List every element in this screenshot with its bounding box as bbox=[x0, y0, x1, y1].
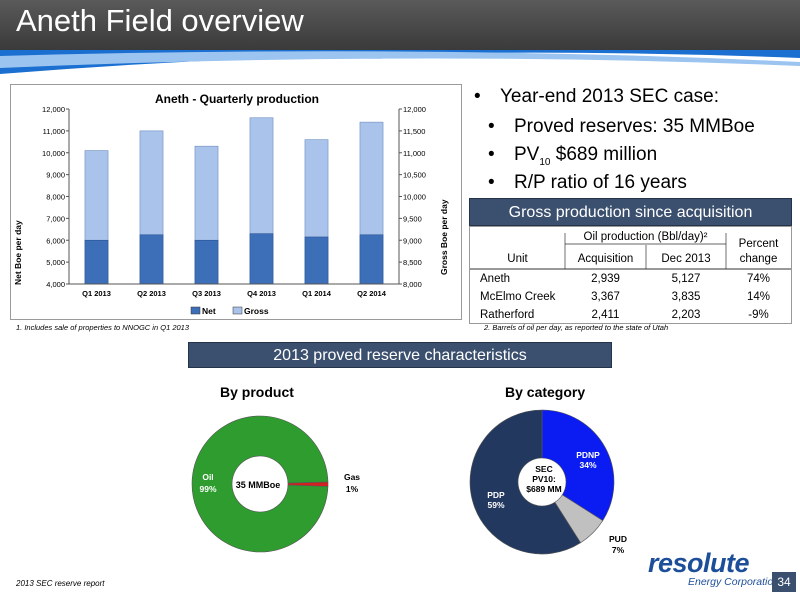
table-row-pct: 74% bbox=[746, 273, 771, 285]
y-tick-label: 11,000 bbox=[43, 127, 65, 136]
table-col-unit: Unit bbox=[507, 253, 528, 265]
y2-tick-label: 10,500 bbox=[403, 171, 426, 180]
bullet-dot: • bbox=[488, 172, 495, 193]
y2-tick-label: 12,000 bbox=[403, 105, 426, 114]
table-col-acquisition: Acquisition bbox=[577, 253, 634, 265]
y-tick-label: 6,000 bbox=[46, 236, 65, 245]
x-tick-label: Q1 2013 bbox=[82, 289, 111, 298]
y-tick-label: 7,000 bbox=[46, 214, 65, 223]
y2-tick-label: 9,500 bbox=[403, 214, 422, 223]
bar-net bbox=[139, 234, 164, 285]
table-row-pct: -9% bbox=[748, 309, 769, 321]
pie-slice-pct-pud: 7% bbox=[612, 545, 625, 555]
pie-slice-label-pdp: PDP bbox=[487, 490, 505, 500]
gross-production-header: Gross production since acquisition bbox=[469, 198, 792, 226]
footnote-1: 1. Includes sale of properties to NNOGC … bbox=[16, 323, 190, 332]
bar-net bbox=[359, 234, 384, 285]
pie-slice-pct-pdp: 59% bbox=[487, 500, 504, 510]
quarterly-production-chart: Aneth - Quarterly production Net Boe per… bbox=[10, 84, 462, 320]
company-logo: resolute bbox=[648, 548, 750, 578]
y2-tick-label: 11,500 bbox=[403, 127, 425, 136]
y-axis-label: Net Boe per day bbox=[13, 220, 23, 285]
y2-tick-label: 11,000 bbox=[403, 149, 425, 158]
pie-slice-gas bbox=[287, 481, 329, 487]
table-col-pct-1: Percent bbox=[738, 238, 779, 250]
pie-center-label-1: SEC bbox=[535, 464, 552, 474]
table-row-unit: McElmo Creek bbox=[480, 291, 556, 303]
bullet-dot: • bbox=[488, 116, 495, 137]
x-tick-label: Q2 2013 bbox=[137, 289, 166, 298]
legend-swatch-net bbox=[190, 306, 201, 315]
bar-net bbox=[304, 236, 329, 285]
pie-slice-oil bbox=[191, 415, 329, 553]
gross-production-table: Oil production (Bbl/day)² Percent change… bbox=[469, 226, 792, 324]
x-tick-label: Q4 2013 bbox=[247, 289, 276, 298]
bullet-dot: • bbox=[488, 144, 495, 165]
bar-net bbox=[84, 239, 109, 285]
table-row-unit: Aneth bbox=[480, 273, 511, 285]
y2-tick-label: 10,000 bbox=[403, 193, 426, 202]
table-row-dec: 2,203 bbox=[671, 309, 701, 321]
y-tick-label: 10,000 bbox=[42, 149, 65, 158]
y-tick-label: 5,000 bbox=[46, 258, 65, 267]
bar-chart-svg: Aneth - Quarterly production Net Boe per… bbox=[13, 92, 449, 316]
slide-title: Aneth Field overview bbox=[16, 3, 304, 38]
x-tick-label: Q2 2014 bbox=[357, 289, 387, 298]
pie-slice-pct-pdnp: 34% bbox=[579, 460, 596, 470]
chart-title: Aneth - Quarterly production bbox=[155, 92, 319, 106]
footnote-2: 2. Barrels of oil per day, as reported t… bbox=[484, 323, 669, 332]
legend-label-net: Net bbox=[202, 306, 216, 316]
y-tick-label: 4,000 bbox=[46, 280, 65, 289]
y2-axis-label: Gross Boe per day bbox=[439, 199, 449, 275]
x-tick-label: Q1 2014 bbox=[302, 289, 332, 298]
pie-center-label-3: $689 MM bbox=[526, 484, 561, 494]
pie-title-by-category: By category bbox=[505, 384, 586, 400]
legend-label-gross: Gross bbox=[244, 306, 269, 316]
y2-tick-label: 8,000 bbox=[403, 280, 422, 289]
reserve-characteristics-header: 2013 proved reserve characteristics bbox=[188, 342, 612, 368]
pie-slice-label-oil: Oil bbox=[202, 472, 213, 482]
pie-slice-pdnp bbox=[541, 409, 615, 521]
title-swoosh bbox=[0, 50, 800, 74]
y-tick-label: 12,000 bbox=[42, 105, 65, 114]
y2-tick-label: 9,000 bbox=[403, 236, 422, 245]
page-number: 34 bbox=[772, 572, 796, 592]
pie-slice-label-pdnp: PDNP bbox=[576, 450, 600, 460]
bar-net bbox=[249, 233, 274, 285]
table-row-dec: 3,835 bbox=[671, 291, 701, 303]
title-bar bbox=[0, 0, 800, 50]
bar-net bbox=[194, 239, 219, 285]
table-row-acq: 2,411 bbox=[591, 309, 620, 321]
table-group-header: Oil production (Bbl/day)² bbox=[583, 231, 708, 243]
table-col-pct-2: change bbox=[739, 253, 778, 265]
y-tick-label: 9,000 bbox=[46, 171, 65, 180]
table-row-pct: 14% bbox=[746, 291, 771, 303]
x-tick-label: Q3 2013 bbox=[192, 289, 221, 298]
y-tick-label: 8,000 bbox=[46, 193, 65, 202]
y2-tick-label: 8,500 bbox=[403, 258, 422, 267]
pie-slice-pdp bbox=[469, 409, 581, 555]
pie-chart-by-category: SEC PV10: $689 MM PDNP 34% PUD 7% PDP 59… bbox=[469, 409, 627, 555]
pie-slice-pct-oil: 99% bbox=[199, 484, 216, 494]
pie-title-by-product: By product bbox=[220, 384, 294, 400]
pie-slice-label-pud: PUD bbox=[609, 534, 627, 544]
table-col-dec-2013: Dec 2013 bbox=[661, 253, 711, 265]
source-note: 2013 SEC reserve report bbox=[16, 579, 105, 588]
table-row-acq: 2,939 bbox=[591, 273, 620, 285]
table-row-unit: Ratherford bbox=[480, 309, 535, 321]
pie-slice-pct-gas: 1% bbox=[346, 484, 359, 494]
pie-center-label-2: PV10: bbox=[532, 474, 556, 484]
table-row-acq: 3,367 bbox=[591, 291, 620, 303]
company-logo-subtitle: Energy Corporation bbox=[688, 576, 780, 588]
legend-swatch-gross bbox=[232, 306, 243, 315]
pie-chart-by-product: 35 MMBoe Oil 99% Gas 1% bbox=[191, 415, 360, 553]
table-rules bbox=[470, 233, 791, 270]
bullet-dot: • bbox=[474, 86, 481, 107]
pie-slice-label-gas: Gas bbox=[344, 472, 360, 482]
pie-center-label: 35 MMBoe bbox=[236, 480, 281, 490]
table-row-dec: 5,127 bbox=[671, 273, 701, 285]
chart-legend: Net Gross bbox=[190, 306, 269, 316]
